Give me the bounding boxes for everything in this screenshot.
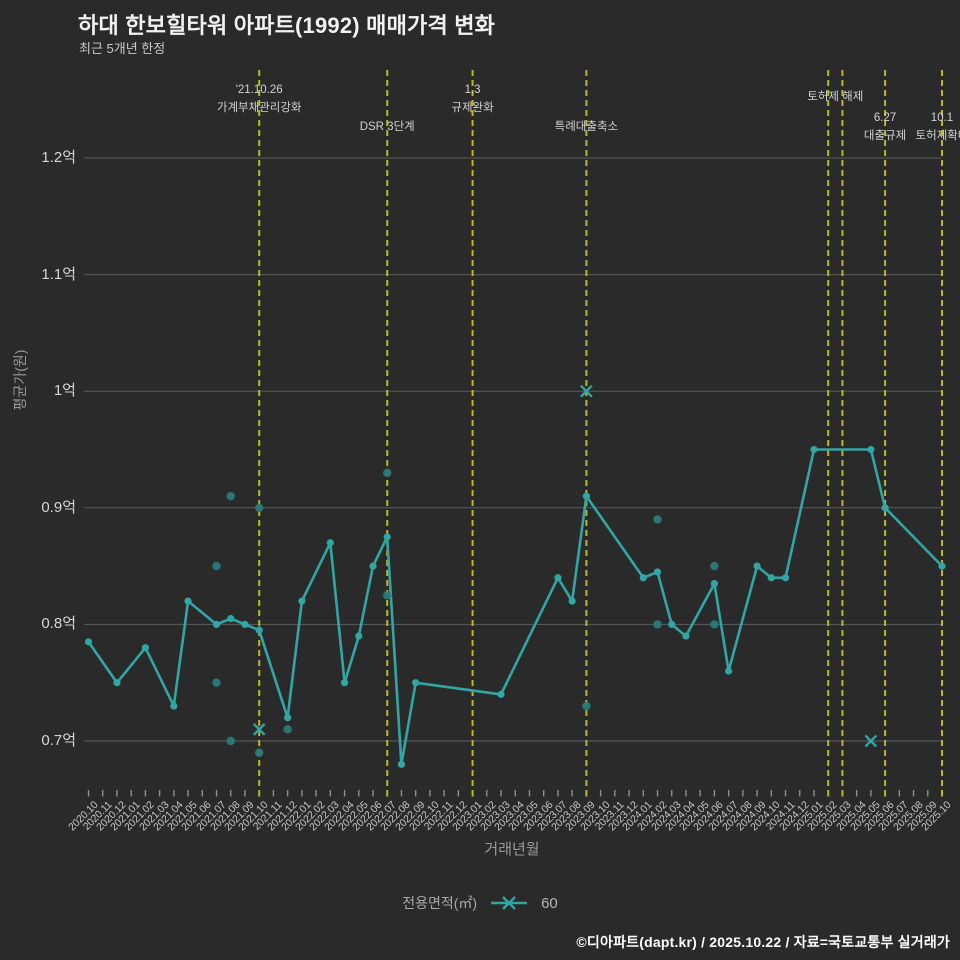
data-point [298,597,306,605]
data-point [668,620,676,629]
scatter-dot [255,503,264,512]
data-point [412,679,420,687]
data-point [938,562,946,570]
data-point [653,568,662,576]
scatter-dot [582,701,591,711]
data-point [141,644,149,652]
scatter-dot [383,468,392,478]
scatter-dot [653,620,662,629]
line-x-marker-icon [491,896,528,910]
data-point [284,714,292,722]
chart-subtitle: 최근 5개년 한정 [79,41,166,56]
scatter-dot [226,736,235,746]
data-point [212,620,221,629]
x-marker [864,734,878,748]
data-point [554,574,562,582]
legend-label: 전용면적(㎡) [402,895,478,911]
scatter-dot [383,591,392,600]
scatter-dot [212,678,221,687]
data-point [326,539,334,547]
footer-credit: ©디아파트(dapt.kr) / 2025.10.22 / 자료=국토교통부 실… [576,934,950,950]
data-point [184,597,192,605]
scatter-dot [255,748,264,757]
data-point [753,562,761,570]
scatter-dot [226,491,235,501]
data-point [383,533,391,541]
data-point [767,574,775,582]
data-point [255,626,263,634]
data-point [355,632,363,640]
legend: 전용면적(㎡) 60 [0,893,960,913]
scatter-dot [710,561,719,571]
price-line [87,448,944,766]
data-point [113,679,121,687]
data-point [867,445,875,454]
data-point [881,504,889,512]
x-marker [252,722,266,736]
data-point [568,597,576,605]
data-point [84,638,93,646]
x-axis-title: 거래년월 [484,841,540,858]
x-marker [580,384,593,398]
data-point [340,679,349,687]
chart-title: 하대 한보힐타워 아파트(1992) 매매가격 변화 [78,13,496,38]
data-point [810,445,818,454]
scatter-dot [212,561,221,571]
data-point [725,667,733,675]
data-point [582,492,590,500]
legend-series-value: 60 [541,894,558,912]
data-point [170,702,178,710]
data-point [369,562,377,570]
data-point [397,760,406,768]
data-point [781,574,790,582]
data-point [639,574,647,582]
scatter-dot [710,620,719,629]
scatter-dot [283,725,292,734]
data-point [497,690,505,698]
data-point [710,579,719,588]
data-point [682,632,690,640]
scatter-dot [653,515,662,524]
data-point [227,614,235,623]
data-point [241,620,249,629]
